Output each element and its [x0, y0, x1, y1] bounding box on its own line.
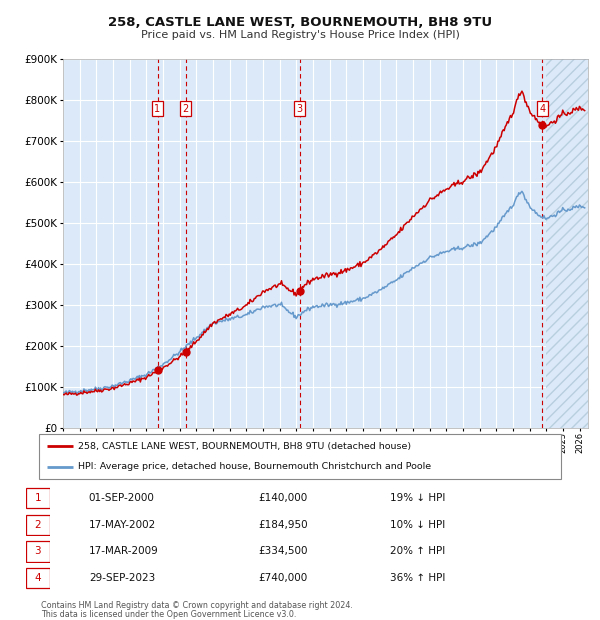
Text: 29-SEP-2023: 29-SEP-2023 — [89, 573, 155, 583]
Text: 2: 2 — [34, 520, 41, 530]
Text: 17-MAR-2009: 17-MAR-2009 — [89, 546, 158, 557]
FancyBboxPatch shape — [26, 515, 50, 535]
Text: 17-MAY-2002: 17-MAY-2002 — [89, 520, 156, 530]
Bar — [547, 59, 588, 428]
Text: 3: 3 — [34, 546, 41, 557]
Text: 1: 1 — [34, 493, 41, 503]
FancyBboxPatch shape — [26, 541, 50, 562]
Text: Price paid vs. HM Land Registry's House Price Index (HPI): Price paid vs. HM Land Registry's House … — [140, 30, 460, 40]
Text: £334,500: £334,500 — [258, 546, 308, 557]
Text: 20% ↑ HPI: 20% ↑ HPI — [390, 546, 445, 557]
Text: 4: 4 — [539, 104, 545, 113]
Text: HPI: Average price, detached house, Bournemouth Christchurch and Poole: HPI: Average price, detached house, Bour… — [78, 462, 431, 471]
Text: 3: 3 — [297, 104, 303, 113]
Text: £184,950: £184,950 — [258, 520, 308, 530]
Text: 01-SEP-2000: 01-SEP-2000 — [89, 493, 155, 503]
Text: 4: 4 — [34, 573, 41, 583]
Text: 19% ↓ HPI: 19% ↓ HPI — [390, 493, 445, 503]
FancyBboxPatch shape — [26, 488, 50, 508]
Text: 258, CASTLE LANE WEST, BOURNEMOUTH, BH8 9TU (detached house): 258, CASTLE LANE WEST, BOURNEMOUTH, BH8 … — [78, 441, 411, 451]
FancyBboxPatch shape — [39, 434, 561, 479]
Text: 10% ↓ HPI: 10% ↓ HPI — [390, 520, 445, 530]
Text: £140,000: £140,000 — [258, 493, 307, 503]
FancyBboxPatch shape — [26, 568, 50, 588]
Text: 1: 1 — [154, 104, 161, 113]
Text: This data is licensed under the Open Government Licence v3.0.: This data is licensed under the Open Gov… — [41, 610, 296, 619]
Text: 258, CASTLE LANE WEST, BOURNEMOUTH, BH8 9TU: 258, CASTLE LANE WEST, BOURNEMOUTH, BH8 … — [108, 16, 492, 29]
Text: Contains HM Land Registry data © Crown copyright and database right 2024.: Contains HM Land Registry data © Crown c… — [41, 601, 353, 611]
Text: £740,000: £740,000 — [258, 573, 307, 583]
Text: 36% ↑ HPI: 36% ↑ HPI — [390, 573, 445, 583]
Text: 2: 2 — [183, 104, 189, 113]
